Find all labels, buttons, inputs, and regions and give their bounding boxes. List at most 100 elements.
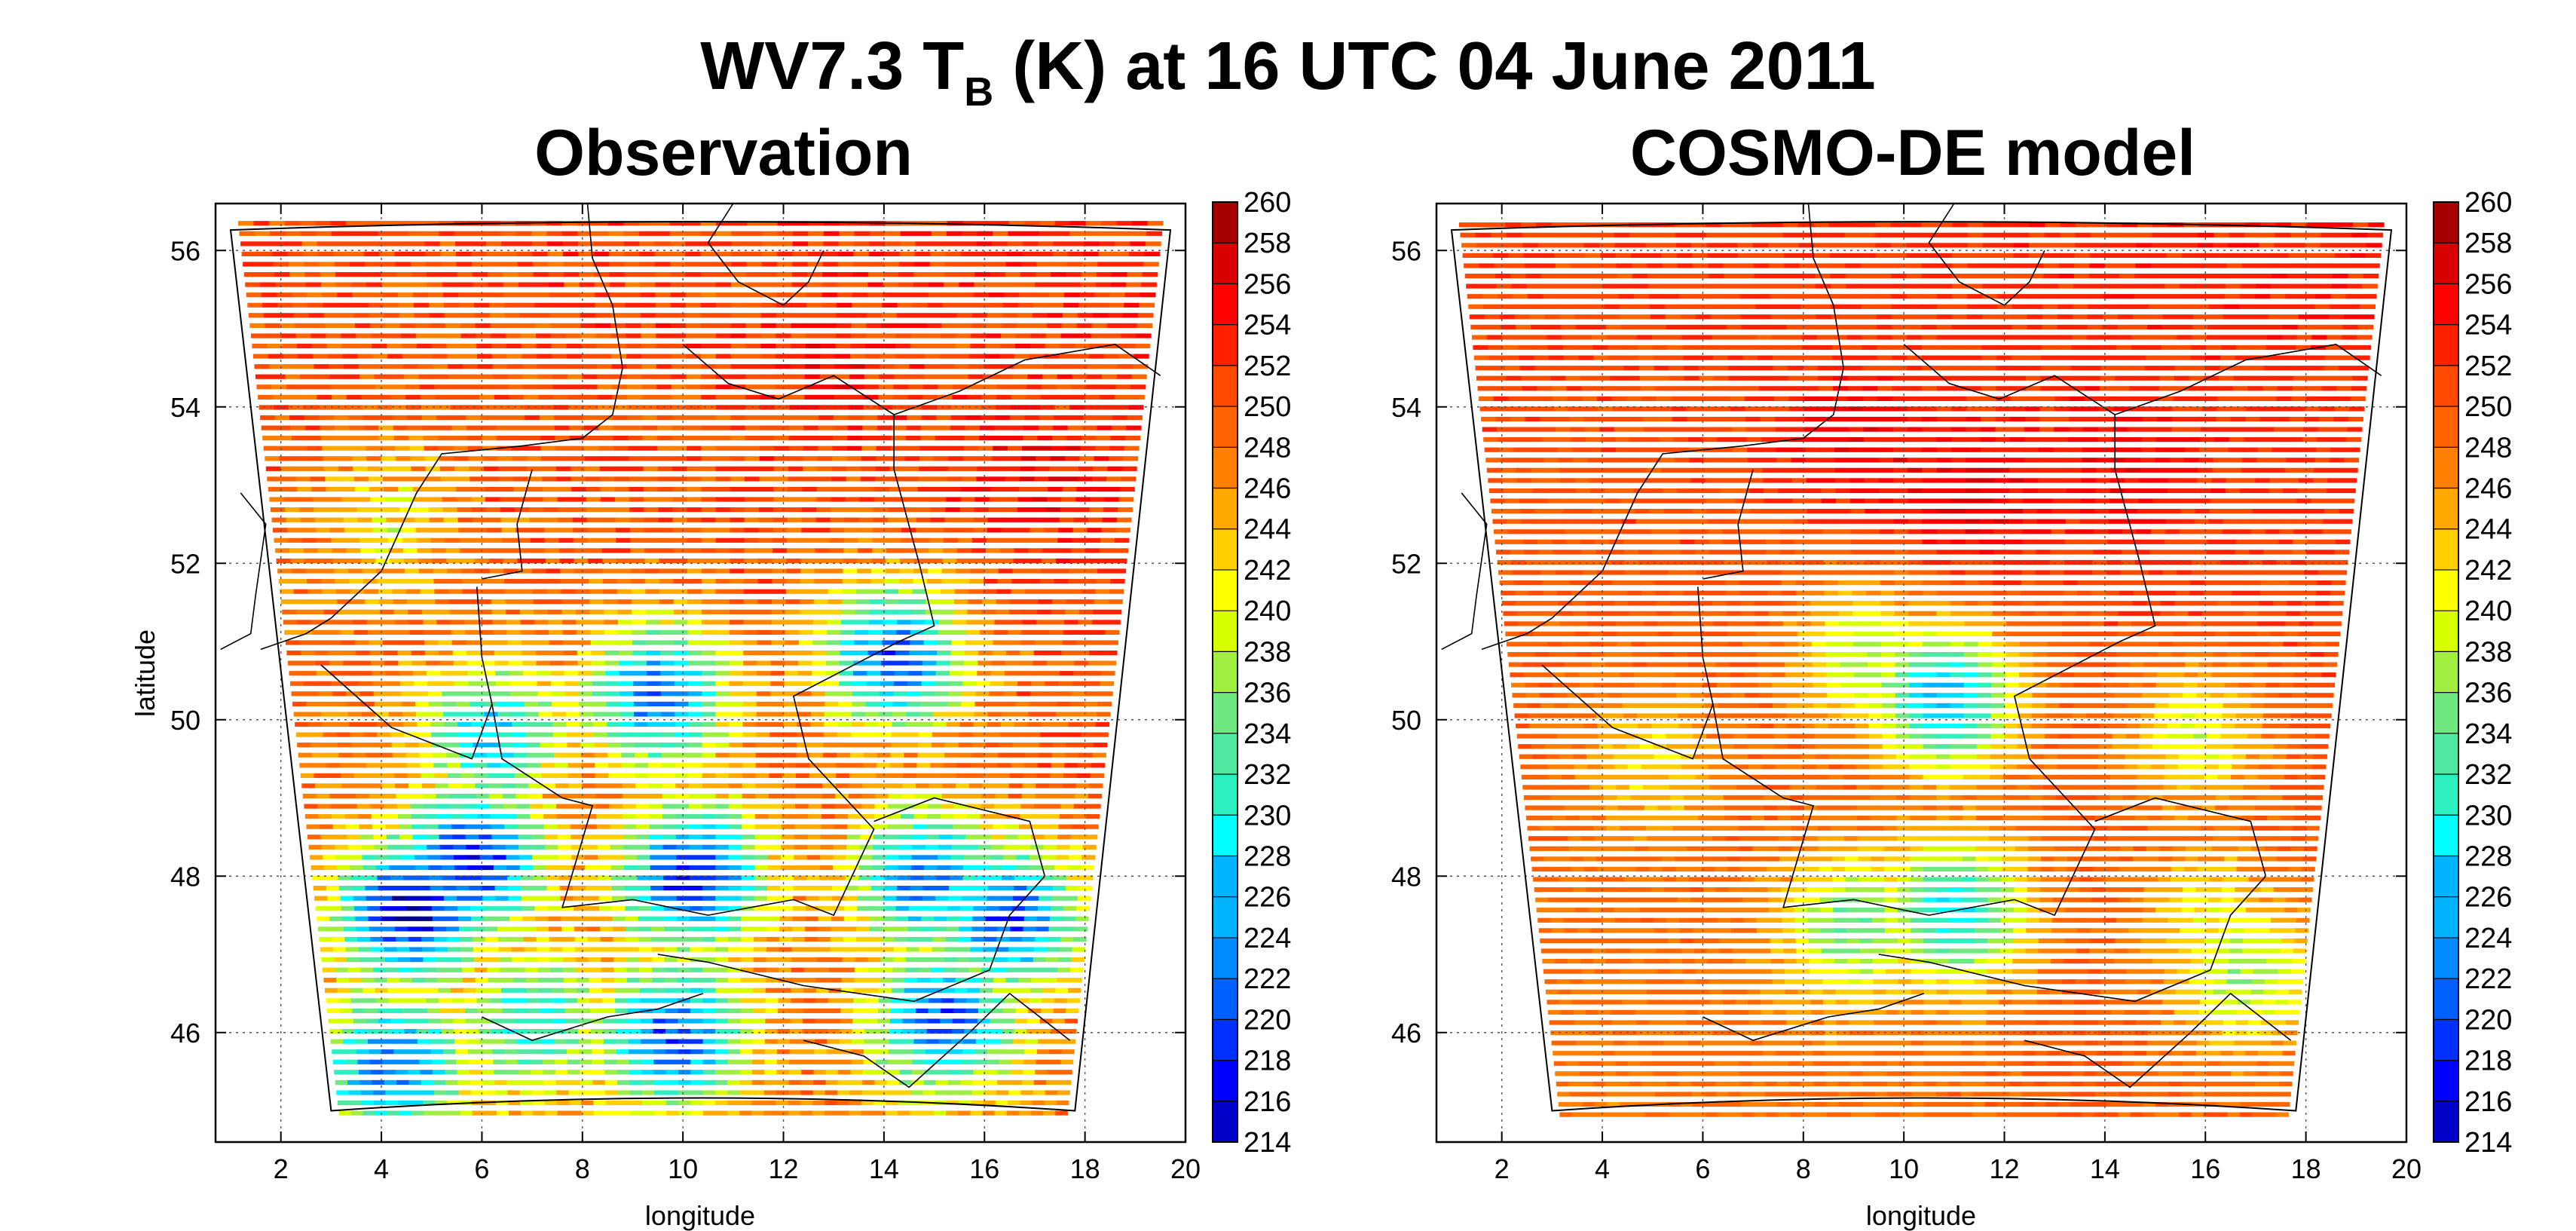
observation-swath-cell [934, 701, 948, 706]
observation-swath-cell [831, 896, 846, 901]
observation-swath-cell [379, 251, 396, 256]
observation-swath-cell [369, 651, 384, 656]
observation-swath-cell [523, 936, 537, 942]
observation-swath-cell [1036, 773, 1051, 778]
observation-swath-cell [702, 957, 716, 963]
observation-swath-cell [1048, 1059, 1061, 1064]
observation-swath-cell [265, 456, 280, 461]
observation-swath-cell [1043, 978, 1057, 983]
observation-swath-cell [428, 302, 445, 308]
observation-swath-cell [1039, 896, 1052, 901]
observation-swath-cell [509, 906, 523, 911]
observation-swath-cell [827, 1029, 840, 1034]
observation-swath-cell [433, 763, 448, 768]
observation-swath-cell [1020, 466, 1036, 471]
observation-swath-cell [401, 998, 415, 1003]
observation-swath-cell [1132, 221, 1149, 226]
observation-swath-cell [825, 681, 840, 686]
observation-swath-cell [411, 660, 427, 666]
observation-swath-cell [305, 568, 320, 574]
observation-swath-cell [700, 333, 717, 338]
observation-swath-cell [1146, 231, 1163, 236]
observation-swath-cell [361, 712, 376, 717]
observation-swath-cell [663, 886, 678, 891]
observation-swath-cell [985, 548, 1001, 553]
observation-swath-cell [730, 497, 745, 502]
observation-swath-cell [563, 272, 580, 277]
observation-swath-cell [358, 947, 372, 952]
observation-swath-cell [426, 660, 440, 666]
observation-swath-cell [1025, 405, 1041, 410]
observation-swath-cell [387, 844, 401, 850]
observation-swath-cell [904, 752, 918, 758]
observation-swath-cell [1051, 272, 1067, 277]
observation-swath-cell [1060, 936, 1074, 942]
observation-swath-cell [1107, 313, 1124, 318]
observation-swath-cell [607, 732, 622, 737]
observation-swath-cell [1103, 507, 1118, 513]
observation-swath-cell [550, 681, 565, 686]
observation-swath-cell [438, 640, 453, 645]
observation-swath-cell [813, 620, 828, 625]
observation-swath-cell [657, 476, 673, 482]
observation-swath-cell [745, 456, 760, 461]
observation-swath-cell [878, 384, 895, 390]
observation-swath-cell [730, 528, 745, 533]
observation-swath-cell [884, 251, 901, 256]
observation-swath-cell [485, 721, 499, 727]
observation-swath-cell [347, 967, 361, 972]
observation-swath-cell [1002, 701, 1017, 706]
observation-swath-cell [731, 262, 748, 267]
observation-swath-cell [352, 752, 366, 758]
observation-swath-cell [393, 916, 408, 921]
observation-swath-cell [889, 1039, 902, 1044]
observation-swath-cell [944, 743, 959, 748]
observation-swath-cell [484, 476, 500, 482]
observation-swath-cell [339, 763, 354, 768]
observation-swath-cell [362, 405, 378, 410]
observation-swath-cell [1090, 640, 1105, 645]
observation-swath-cell [287, 660, 302, 666]
observation-swath-cell [685, 323, 702, 328]
observation-swath-cell [625, 292, 641, 298]
observation-swath-cell [672, 517, 688, 522]
observation-swath-cell [972, 732, 987, 737]
observation-swath-cell [943, 967, 957, 972]
observation-swath-cell [946, 926, 959, 932]
observation-swath-cell [460, 558, 476, 564]
observation-swath-cell [557, 486, 572, 492]
observation-swath-cell [1049, 916, 1063, 921]
observation-swath-cell [1045, 824, 1060, 829]
observation-swath-cell [971, 743, 987, 748]
observation-swath-cell [968, 793, 983, 799]
observation-swath-cell [471, 916, 485, 921]
observation-swath-cell [471, 721, 485, 727]
observation-swath-cell [629, 466, 644, 471]
observation-swath-cell [942, 978, 956, 983]
observation-swath-cell [1019, 660, 1034, 666]
observation-swath-cell [375, 394, 392, 400]
observation-swath-cell [781, 824, 795, 829]
observation-swath-cell [565, 1018, 579, 1024]
observation-swath-cell [616, 1039, 629, 1044]
observation-swath-cell [817, 947, 831, 952]
observation-swath-cell [1020, 814, 1034, 819]
observation-swath-cell [971, 323, 987, 328]
observation-swath-cell [469, 691, 484, 697]
observation-swath-cell [757, 671, 772, 676]
observation-swath-cell [715, 364, 732, 369]
observation-swath-cell [415, 323, 431, 328]
observation-swath-cell [617, 609, 632, 614]
observation-swath-cell [452, 834, 467, 840]
observation-swath-cell [322, 721, 336, 727]
observation-swath-cell [715, 507, 731, 513]
observation-swath-cell [598, 886, 613, 891]
observation-swath-cell [362, 568, 378, 574]
observation-swath-cell [894, 936, 908, 942]
observation-swath-cell [376, 998, 390, 1003]
observation-swath-cell [1116, 221, 1133, 226]
observation-swath-cell [760, 333, 776, 338]
observation-swath-cell [430, 333, 447, 338]
observation-swath-cell [1006, 251, 1023, 256]
observation-swath-cell [399, 323, 416, 328]
